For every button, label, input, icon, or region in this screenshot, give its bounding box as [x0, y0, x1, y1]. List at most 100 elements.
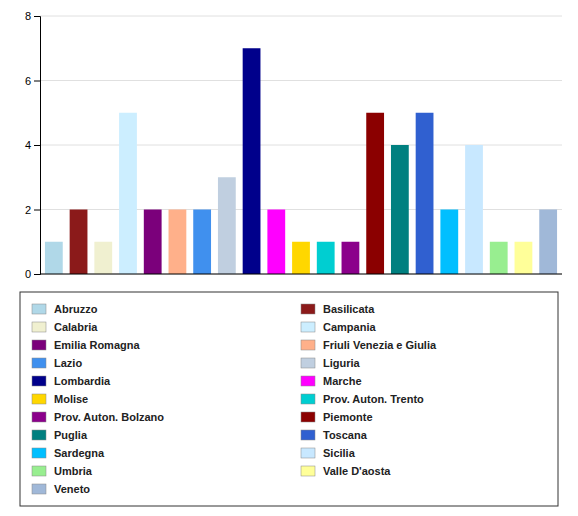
legend-label: Abruzzo	[54, 303, 98, 315]
legend-swatch	[301, 430, 315, 440]
grid-line	[40, 274, 562, 275]
legend-label: Prov. Auton. Trento	[323, 393, 424, 405]
y-tick-mark	[34, 210, 40, 211]
legend-label: Liguria	[323, 357, 361, 369]
legend-item: Prov. Auton. Trento	[301, 393, 424, 405]
legend-item: Emilia Romagna	[32, 339, 140, 351]
legend-label: Molise	[54, 393, 88, 405]
legend-item: Prov. Auton. Bolzano	[32, 411, 164, 423]
bar	[94, 242, 112, 274]
legend-item: Piemonte	[301, 411, 373, 423]
legend-swatch	[301, 304, 315, 314]
y-tick: 2	[25, 204, 40, 216]
legend-item: Basilicata	[301, 303, 375, 315]
y-tick: 8	[25, 10, 40, 22]
y-tick-label: 2	[25, 204, 31, 216]
legend-item: Umbria	[32, 465, 93, 477]
y-tick: 6	[25, 75, 40, 87]
y-tick-mark	[34, 274, 40, 275]
legend-item: Valle D'aosta	[301, 465, 391, 477]
legend-item: Marche	[301, 375, 362, 387]
grid	[40, 16, 562, 274]
legend-swatch	[32, 304, 46, 314]
legend-label: Calabria	[54, 321, 98, 333]
legend-item: Calabria	[32, 321, 98, 333]
legend-swatch	[301, 340, 315, 350]
legend-label: Sardegna	[54, 447, 105, 459]
legend-label: Puglia	[54, 429, 88, 441]
legend-label: Veneto	[54, 483, 90, 495]
bar	[292, 242, 310, 274]
bar	[539, 210, 557, 275]
y-axis-line	[34, 17, 41, 275]
legend-label: Campania	[323, 321, 376, 333]
x-axis-line	[40, 274, 562, 275]
chart-root: 0 2 4 6 8 Abruzzo Basilicata Calabria Campania Em…	[0, 0, 578, 516]
legend-label: Sicilia	[323, 447, 356, 459]
legend-item: Lombardia	[32, 375, 111, 387]
legend-item: Abruzzo	[32, 303, 98, 315]
legend-label: Umbria	[54, 465, 93, 477]
legend-swatch	[301, 358, 315, 368]
bar	[391, 145, 409, 274]
legend-label: Toscana	[323, 429, 368, 441]
grid-line	[40, 209, 562, 210]
legend-swatch	[32, 340, 46, 350]
legend-label: Emilia Romagna	[54, 339, 140, 351]
bar	[45, 242, 63, 274]
legend-swatch	[32, 412, 46, 422]
y-tick-mark	[34, 145, 40, 146]
legend-swatch	[32, 322, 46, 332]
legend-label: Lazio	[54, 357, 82, 369]
legend-label: Marche	[323, 375, 362, 387]
legend-item: Veneto	[32, 483, 90, 495]
grid-line	[40, 16, 562, 17]
bar	[267, 210, 285, 275]
bar	[169, 210, 187, 275]
legend-label: Piemonte	[323, 411, 373, 423]
legend-swatch	[32, 466, 46, 476]
legend-swatch	[32, 358, 46, 368]
legend-label: Friuli Venezia e Giulia	[323, 339, 437, 351]
bar	[243, 48, 261, 274]
legend-box	[20, 292, 558, 506]
legend-swatch	[32, 430, 46, 440]
legend-item: Toscana	[301, 429, 368, 441]
legend-item: Lazio	[32, 357, 82, 369]
y-tick-label: 0	[25, 268, 31, 280]
bar	[317, 242, 335, 274]
legend-swatch	[301, 376, 315, 386]
legend-label: Valle D'aosta	[323, 465, 391, 477]
legend-swatch	[301, 466, 315, 476]
bar	[515, 242, 533, 274]
legend-swatch	[301, 448, 315, 458]
y-tick-label: 8	[25, 10, 31, 22]
legend-swatch	[32, 448, 46, 458]
bar	[218, 177, 236, 274]
y-axis: 0 2 4 6 8	[25, 10, 41, 280]
legend-swatch	[301, 412, 315, 422]
bar	[193, 210, 211, 275]
grid-line	[40, 145, 562, 146]
legend-swatch	[32, 394, 46, 404]
bar	[119, 113, 137, 274]
legend-item: Liguria	[301, 357, 361, 369]
y-tick: 0	[25, 268, 40, 280]
bar	[70, 210, 88, 275]
bar	[490, 242, 508, 274]
legend-item: Friuli Venezia e Giulia	[301, 339, 437, 351]
y-tick: 4	[25, 139, 40, 151]
legend-item: Puglia	[32, 429, 88, 441]
legend-item: Molise	[32, 393, 88, 405]
bars	[45, 48, 557, 274]
legend-label: Prov. Auton. Bolzano	[54, 411, 164, 423]
y-tick-mark	[34, 16, 40, 17]
legend-swatch	[301, 394, 315, 404]
y-tick-label: 4	[25, 139, 31, 151]
legend-label: Basilicata	[323, 303, 375, 315]
legend-swatch	[32, 376, 46, 386]
bar	[342, 242, 360, 274]
bar	[416, 113, 434, 274]
bar	[144, 210, 162, 275]
grid-line	[40, 80, 562, 81]
